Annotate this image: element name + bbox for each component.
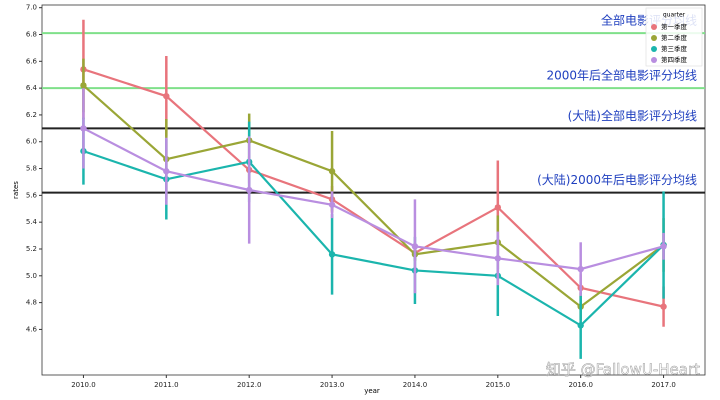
- reference-label: (大陆)2000年后电影评分均线: [537, 172, 697, 187]
- legend-label: 第三季度: [661, 44, 688, 53]
- reference-label: (大陆)全部电影评分均线: [568, 108, 697, 123]
- x-tick-label: 2011.0: [154, 381, 179, 389]
- series-line: [83, 68, 664, 308]
- point: [577, 322, 584, 329]
- y-tick-label: 5.6: [26, 191, 38, 199]
- y-tick-label: 5.4: [26, 218, 38, 226]
- x-tick-label: 2015.0: [486, 381, 511, 389]
- legend-title: quarter: [663, 12, 686, 19]
- x-tick-label: 2014.0: [403, 381, 428, 389]
- y-tick-label: 4.6: [26, 325, 38, 333]
- plot-frame: [41, 4, 706, 376]
- series: [80, 117, 667, 359]
- reference-label: 2000年后全部电影评分均线: [546, 68, 697, 83]
- legend-marker: [651, 57, 657, 63]
- point: [660, 303, 667, 310]
- y-tick-label: 6.4: [26, 84, 38, 92]
- legend-marker: [651, 46, 657, 52]
- y-tick-label: 5.0: [26, 272, 37, 280]
- point: [245, 186, 253, 194]
- x-tick-label: 2010.0: [71, 381, 96, 389]
- legend-label: 第一季度: [661, 22, 688, 31]
- x-tick-label: 2016.0: [568, 381, 593, 389]
- point: [163, 168, 170, 175]
- y-tick-label: 6.8: [26, 30, 37, 38]
- legend-marker: [651, 24, 657, 30]
- series: [80, 88, 667, 296]
- point: [80, 82, 87, 89]
- y-tick-label: 6.2: [26, 111, 37, 119]
- point: [328, 168, 336, 175]
- point: [328, 251, 336, 258]
- y-tick-label: 5.8: [26, 165, 37, 173]
- series-line: [83, 150, 665, 327]
- point: [80, 125, 87, 132]
- point: [494, 255, 502, 262]
- point: [328, 201, 336, 208]
- point: [494, 204, 502, 211]
- y-tick-label: 7.0: [26, 4, 37, 12]
- series-line: [82, 127, 664, 271]
- x-axis-label: year: [364, 387, 380, 395]
- y-axis-label: rates: [12, 181, 20, 199]
- y-tick-label: 6.0: [26, 138, 37, 146]
- point: [411, 243, 419, 250]
- legend-marker: [651, 35, 657, 41]
- legend-label: 第二季度: [661, 33, 688, 42]
- x-tick-label: 2017.0: [651, 381, 676, 389]
- point: [163, 92, 170, 100]
- watermark: 知乎 @FallowU-Heart: [546, 361, 700, 379]
- legend-label: 第四季度: [661, 55, 688, 64]
- y-tick-label: 5.2: [26, 245, 37, 253]
- point: [577, 265, 584, 273]
- y-tick-label: 6.6: [26, 57, 38, 65]
- y-tick-label: 4.8: [26, 299, 37, 307]
- series-line: [82, 84, 665, 309]
- x-tick-label: 2012.0: [237, 381, 262, 389]
- x-tick-label: 2013.0: [320, 381, 345, 389]
- point: [660, 243, 667, 250]
